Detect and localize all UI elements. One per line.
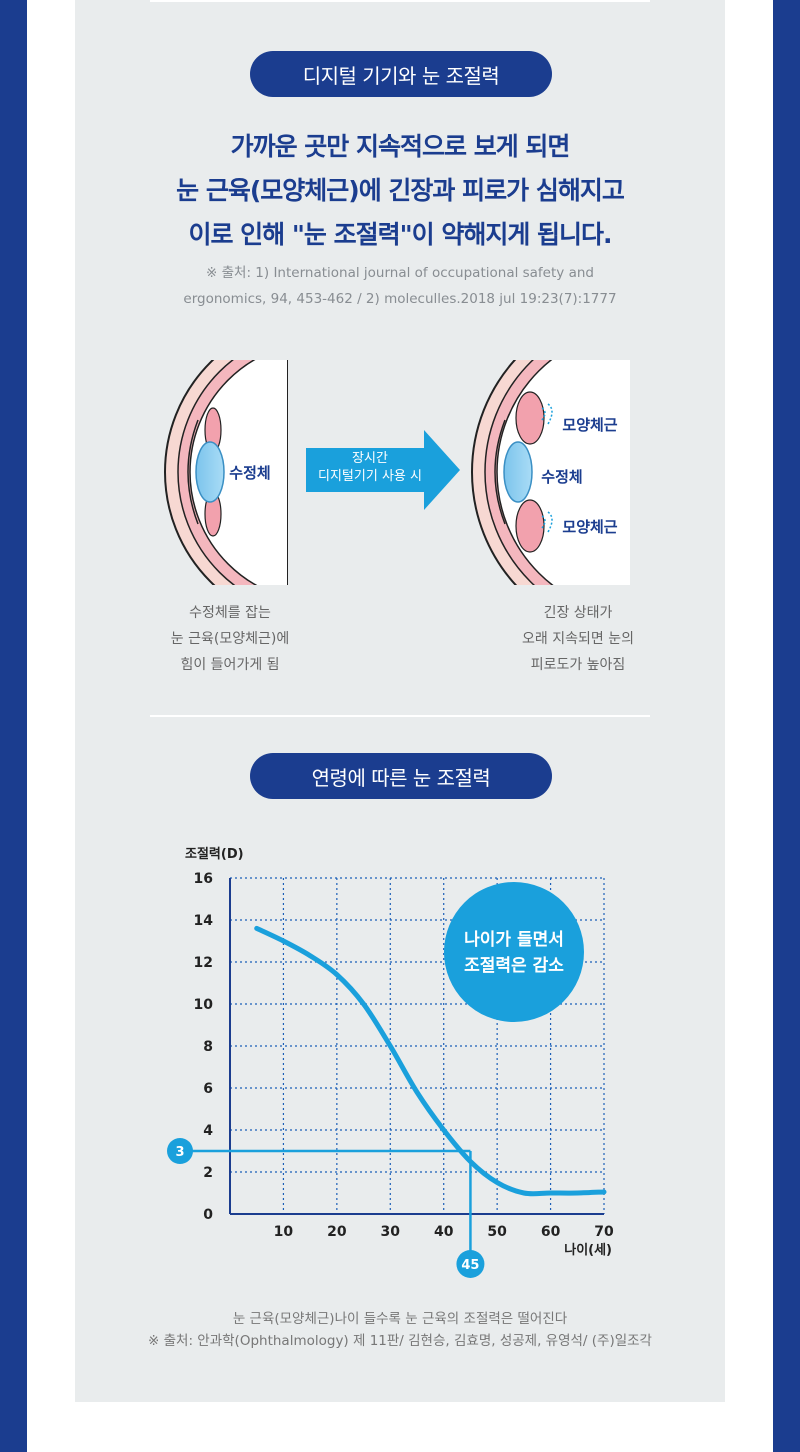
caption-line: 피로도가 높아짐	[530, 657, 626, 673]
tension-lines-bottom	[541, 511, 553, 533]
y-tick-label: 0	[203, 1207, 213, 1223]
long-use-arrow	[306, 430, 460, 510]
arrow-text: 장시간 디지털기기 사용 시	[300, 450, 440, 486]
y-tick-label: 12	[194, 955, 213, 971]
muscle-bottom-label: 모양체근	[562, 518, 617, 536]
x-tick-label: 50	[487, 1224, 507, 1240]
y-tick-label: 8	[203, 1039, 213, 1055]
section1-title: 디지털 기기와 눈 조절력	[250, 51, 552, 97]
x-axis-label: 나이(세)	[564, 1242, 612, 1258]
x-tick-label: 70	[594, 1224, 614, 1240]
headline-line: 이로 인해 "눈 조절력"이 약해지게 됩니다.	[188, 220, 612, 249]
left-frame-border	[0, 0, 27, 1452]
right-eye-caption: 긴장 상태가 오래 지속되면 눈의 피로도가 높아짐	[463, 600, 693, 678]
left-eye-illustration	[164, 360, 288, 585]
y-tick-label: 16	[194, 871, 213, 887]
content-panel	[75, 0, 725, 1402]
right-lens-label: 수정체	[541, 468, 582, 486]
section1-source: ※ 출처: 1) International journal of occupa…	[130, 260, 670, 312]
caption-line: 힘이 들어가게 됨	[180, 657, 280, 673]
arrow-text-line: 디지털기기 사용 시	[318, 469, 422, 484]
y-tick-label: 2	[203, 1165, 213, 1181]
right-eye-illustration	[471, 360, 630, 585]
muscle-top-label: 모양체근	[562, 416, 617, 434]
x-tick-label: 10	[274, 1224, 294, 1240]
x-tick-label: 40	[434, 1224, 454, 1240]
middle-divider	[150, 715, 650, 717]
y-marker-badge	[167, 1138, 193, 1164]
x-tick-labels: 10 20 30 40 50 60 70	[274, 1224, 614, 1240]
caption-line: 눈 근육(모양체근)에	[170, 631, 290, 647]
caption-line: 오래 지속되면 눈의	[522, 631, 634, 647]
annotation-line: 나이가 들면서	[464, 930, 564, 950]
y-tick-label: 14	[194, 913, 214, 929]
reference-lines	[190, 1149, 472, 1252]
source-line: ※ 출처: 1) International journal of occupa…	[206, 265, 594, 281]
arrow-text-line: 장시간	[352, 451, 388, 466]
eye-diagram: 수정체 모양체근 수정체 모양체근	[164, 360, 630, 585]
annotation-line: 조절력은 감소	[464, 955, 564, 976]
source-line: ergonomics, 94, 453-462 / 2) moleculles.…	[183, 291, 617, 307]
left-eye-caption: 수정체를 잡는 눈 근육(모양체근)에 힘이 들어가게 됨	[115, 600, 345, 678]
marker-badges: 3 45	[167, 1138, 485, 1278]
caption-line: 긴장 상태가	[543, 605, 613, 621]
x-marker-label: 45	[461, 1258, 479, 1273]
accommodation-curve	[254, 925, 607, 1197]
x-tick-label: 20	[327, 1224, 347, 1240]
section2-title: 연령에 따른 눈 조절력	[250, 753, 552, 799]
top-divider	[150, 0, 650, 2]
headline-line: 눈 근육(모양체근)에 긴장과 피로가 심해지고	[176, 176, 625, 205]
footnote-line: 눈 근육(모양체근)나이 들수록 눈 근육의 조절력은 떨어진다	[232, 1311, 568, 1327]
right-frame-border	[773, 0, 800, 1452]
y-tick-label: 10	[194, 997, 214, 1013]
tension-lines-top	[541, 403, 553, 425]
footnote-line: ※ 출처: 안과학(Ophthalmology) 제 11판/ 김현승, 김효명…	[148, 1333, 652, 1349]
section1-headline: 가까운 곳만 지속적으로 보게 되면 눈 근육(모양체근)에 긴장과 피로가 심…	[100, 125, 700, 257]
x-tick-label: 60	[541, 1224, 561, 1240]
y-axis-label: 조절력(D)	[185, 847, 244, 862]
left-lens-label: 수정체	[229, 464, 270, 482]
annotation-circle	[444, 882, 584, 1022]
y-tick-labels: 0 2 4 6 8 10 12 14 16	[194, 871, 214, 1223]
y-tick-label: 4	[203, 1123, 213, 1139]
y-tick-label: 6	[203, 1081, 213, 1097]
x-tick-label: 30	[381, 1224, 401, 1240]
caption-line: 수정체를 잡는	[189, 605, 271, 621]
chart-axes	[229, 878, 604, 1215]
headline-line: 가까운 곳만 지속적으로 보게 되면	[230, 132, 571, 161]
y-marker-label: 3	[175, 1145, 184, 1160]
chart-footnote: 눈 근육(모양체근)나이 들수록 눈 근육의 조절력은 떨어진다 ※ 출처: 안…	[100, 1308, 700, 1352]
x-marker-badge	[456, 1250, 485, 1278]
